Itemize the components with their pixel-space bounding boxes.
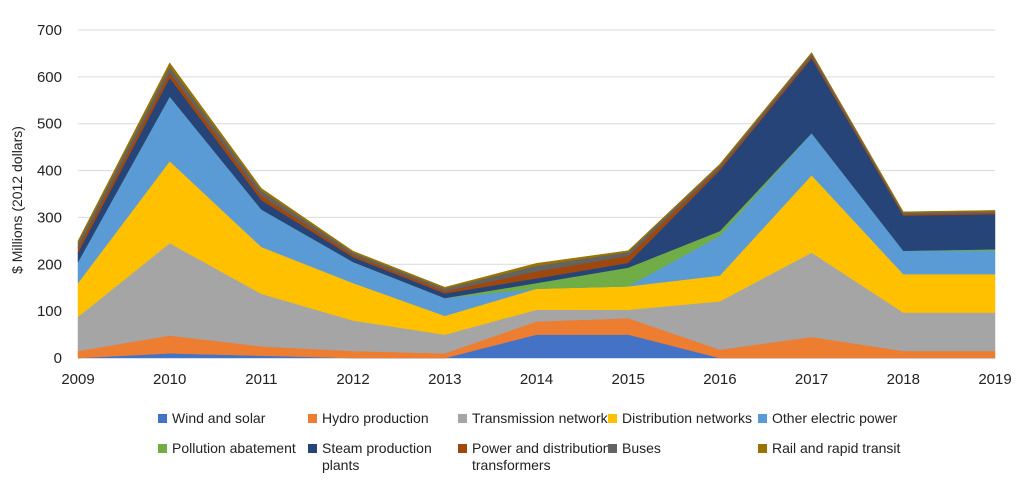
y-tick-label: 300 [37, 209, 62, 226]
x-axis-ticks: 2009 2010 2011 2012 2013 2014 2015 2016 2017 2018… [61, 371, 1011, 388]
legend-item: Power and distribution transformers [458, 440, 622, 474]
y-axis-label: $ Millions (2012 dollars) [9, 126, 25, 274]
area-rail-and-rapid-transit [77, 52, 996, 289]
y-tick-label: 500 [37, 116, 62, 133]
legend-swatch [158, 414, 167, 423]
x-tick-label: 2019 [978, 371, 1011, 388]
x-tick-label: 2015 [612, 371, 645, 388]
y-tick-label: 700 [37, 22, 62, 39]
x-tick-label: 2010 [153, 371, 186, 388]
x-tick-label: 2016 [703, 371, 736, 388]
legend-item: Distribution networks [608, 410, 772, 427]
legend-swatch [458, 414, 467, 423]
legend-swatch [308, 414, 317, 423]
legend-label: Distribution networks [622, 410, 752, 426]
x-tick-label: 2013 [428, 371, 461, 388]
legend-item: Other electric power [758, 410, 922, 427]
y-tick-label: 0 [54, 350, 62, 367]
x-tick-label: 2009 [61, 371, 94, 388]
legend-label: Power and distribution transformers [472, 440, 611, 473]
legend-label: Hydro production [322, 410, 429, 426]
legend-label: Steam production plants [322, 440, 432, 473]
legend-label: Transmission networks [472, 410, 615, 426]
y-axis-ticks: 0 100 200 300 400 500 600 700 [37, 22, 62, 367]
legend-item: Wind and solar [158, 410, 322, 427]
legend-label: Other electric power [772, 410, 898, 426]
legend-label: Buses [622, 440, 661, 456]
x-tick-label: 2011 [245, 371, 277, 388]
legend-label: Wind and solar [172, 410, 266, 426]
legend-swatch [608, 444, 617, 453]
legend-label: Pollution abatement [172, 440, 296, 456]
legend-item: Hydro production [308, 410, 472, 427]
y-tick-label: 100 [37, 303, 62, 320]
legend-swatch [158, 444, 167, 453]
y-tick-label: 600 [37, 69, 62, 86]
legend-swatch [458, 444, 467, 453]
legend-item: Steam production plants [308, 440, 472, 474]
legend-label: Rail and rapid transit [772, 440, 901, 456]
legend-item: Buses [608, 440, 772, 457]
area-series-group [77, 52, 996, 359]
x-tick-label: 2018 [887, 371, 920, 388]
legend-swatch [608, 414, 617, 423]
y-tick-label: 200 [37, 256, 62, 273]
x-tick-label: 2012 [336, 371, 369, 388]
x-tick-label: 2014 [520, 371, 553, 388]
legend-swatch [758, 444, 767, 453]
legend-swatch [308, 444, 317, 453]
legend-item: Pollution abatement [158, 440, 322, 457]
x-tick-label: 2017 [795, 371, 828, 388]
legend-item: Rail and rapid transit [758, 440, 922, 457]
legend-swatch [758, 414, 767, 423]
y-tick-label: 400 [37, 163, 62, 180]
legend-item: Transmission networks [458, 410, 622, 427]
